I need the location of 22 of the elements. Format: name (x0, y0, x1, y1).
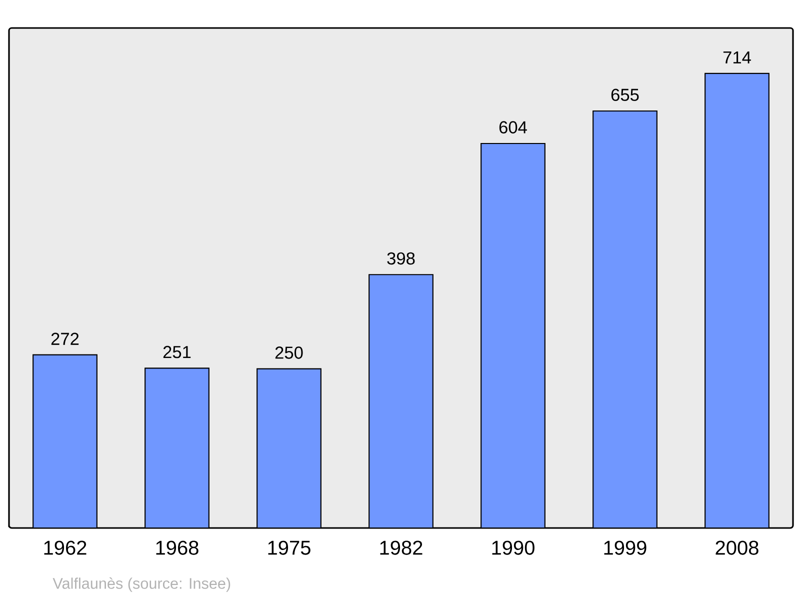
data-label: 250 (275, 346, 303, 359)
data-label: 398 (387, 252, 415, 265)
bar (480, 142, 546, 528)
x-tick-label: 1975 (268, 540, 310, 555)
bar (592, 110, 658, 528)
data-label: 251 (163, 346, 191, 358)
data-label: 655 (611, 88, 639, 101)
bar (256, 368, 322, 528)
bar (32, 354, 98, 528)
x-tick-label: 1999 (604, 540, 646, 555)
data-label: 272 (51, 332, 79, 345)
x-tick-label: 1962 (44, 540, 86, 555)
bar (704, 72, 770, 528)
data-label: 714 (723, 52, 751, 64)
bar (368, 274, 434, 528)
x-tick-label: 1982 (380, 540, 422, 555)
x-tick-label: 2008 (716, 540, 758, 555)
x-tick-label: 1990 (492, 540, 534, 555)
x-tick-label: 1968 (156, 540, 198, 555)
bar (144, 368, 210, 528)
data-label: 604 (499, 121, 527, 134)
text: Valflaunès (source: Insee) (52, 577, 230, 592)
